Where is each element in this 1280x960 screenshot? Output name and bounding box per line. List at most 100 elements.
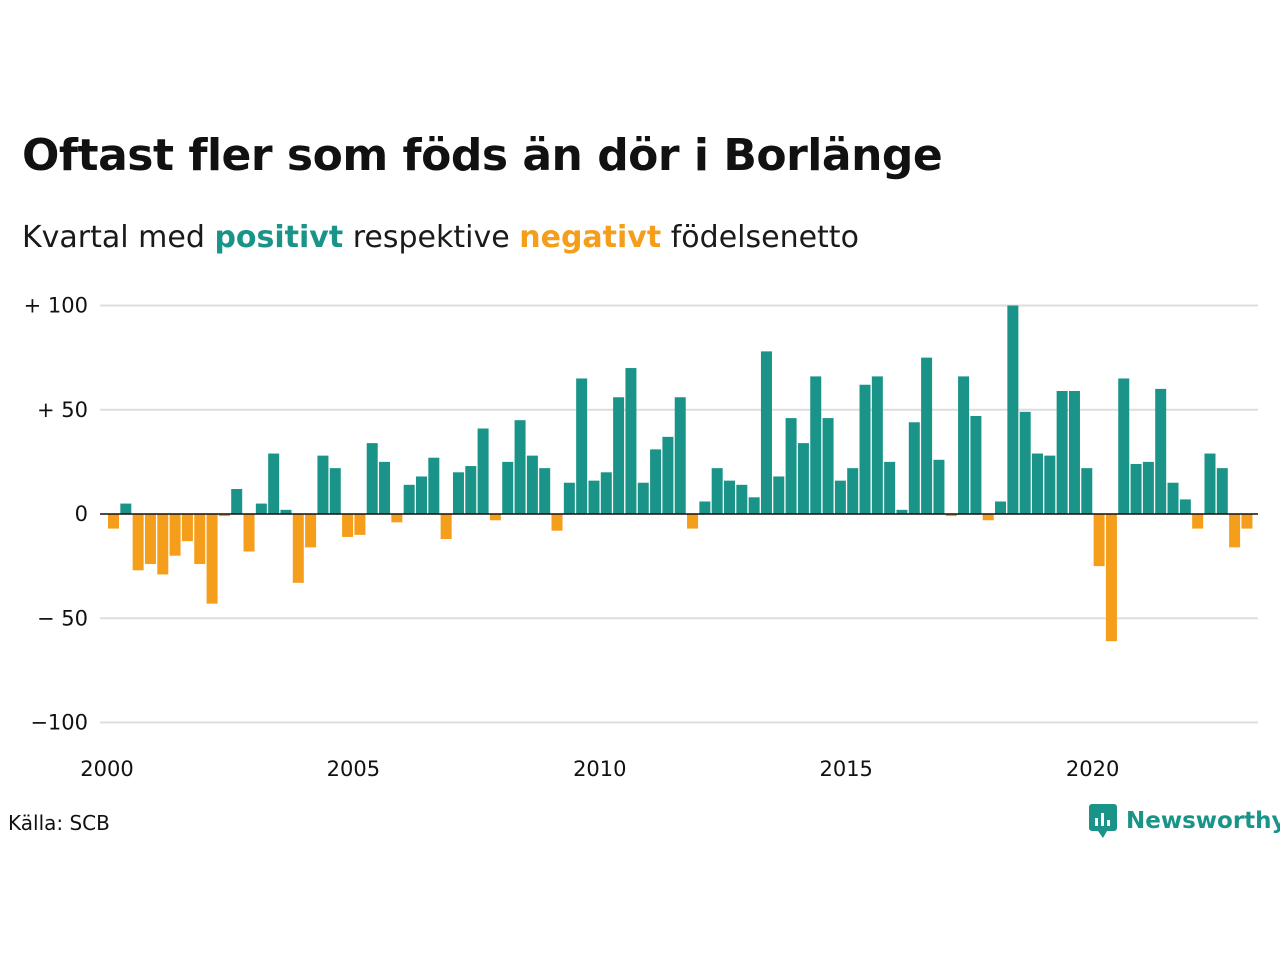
bar: 2006 Q1: 14 bbox=[403, 484, 415, 514]
bar: 2014 Q3: 46 bbox=[822, 418, 834, 514]
bar: 2020 Q2: -61 bbox=[1105, 514, 1117, 642]
bar: 2014 Q1: 34 bbox=[797, 443, 809, 514]
bar: 2021 Q2: 60 bbox=[1155, 388, 1167, 514]
bar: 2001 Q1: -29 bbox=[157, 514, 169, 575]
bar: 2022 Q2: 29 bbox=[1204, 453, 1216, 514]
bar: 2002 Q2: -1 bbox=[218, 514, 230, 517]
bar: 2003 Q4: -33 bbox=[292, 514, 304, 583]
bar: 2008 Q2: 45 bbox=[514, 420, 526, 514]
subtitle-middle: respektive bbox=[352, 220, 510, 255]
bar: 2005 Q1: -10 bbox=[354, 514, 366, 535]
bar: 2006 Q3: 27 bbox=[428, 457, 440, 514]
bar: 2021 Q4: 7 bbox=[1179, 499, 1191, 514]
bar: 2005 Q4: -4 bbox=[391, 514, 403, 523]
bar: 2012 Q2: 22 bbox=[711, 468, 723, 514]
bar: 2020 Q1: -25 bbox=[1093, 514, 1105, 567]
bar: 2008 Q4: 22 bbox=[539, 468, 551, 514]
bar: 2004 Q3: 22 bbox=[329, 468, 341, 514]
y-tick-label: + 50 bbox=[37, 398, 88, 422]
bar: 2019 Q4: 22 bbox=[1081, 468, 1093, 514]
y-tick-label: − 50 bbox=[37, 606, 88, 630]
bar: 2004 Q1: -16 bbox=[305, 514, 317, 548]
bar: 2003 Q1: 5 bbox=[255, 503, 267, 514]
bar: 2009 Q1: -8 bbox=[551, 514, 563, 531]
bar: 2010 Q1: 20 bbox=[600, 472, 612, 514]
bar: 2002 Q1: -43 bbox=[206, 514, 218, 604]
bar: 2017 Q3: 47 bbox=[970, 416, 982, 514]
bar: 2013 Q4: 46 bbox=[785, 418, 797, 514]
chart-title: Oftast fler som föds än dör i Borlänge bbox=[22, 130, 943, 181]
newsworthy-icon bbox=[1089, 804, 1117, 838]
chart-subtitle: Kvartal med positivt respektive negativt… bbox=[22, 220, 859, 255]
bar: 2009 Q2: 15 bbox=[563, 482, 575, 514]
brand-logo: Newsworthy bbox=[1088, 803, 1280, 839]
bar: 2015 Q3: 66 bbox=[871, 376, 883, 514]
bar: 2021 Q3: 15 bbox=[1167, 482, 1179, 514]
bar: 2000 Q1: -7 bbox=[108, 514, 119, 529]
bar: 2015 Q4: 25 bbox=[884, 461, 896, 514]
bar: 2012 Q4: 14 bbox=[736, 484, 748, 514]
bar: 2014 Q4: 16 bbox=[834, 480, 846, 514]
bar: 2005 Q2: 34 bbox=[366, 443, 378, 514]
bar: 2008 Q3: 28 bbox=[526, 455, 538, 514]
bar: 2019 Q3: 59 bbox=[1068, 390, 1080, 514]
source-note: Källa: SCB bbox=[8, 811, 110, 835]
bar: 2010 Q3: 70 bbox=[625, 368, 637, 514]
bar-layer: 2000 Q1: -72000 Q2: 52000 Q3: -272000 Q4… bbox=[108, 305, 1253, 642]
bar: 2003 Q2: 29 bbox=[268, 453, 280, 514]
subtitle-prefix: Kvartal med bbox=[22, 220, 205, 255]
bar: 2016 Q1: 2 bbox=[896, 509, 908, 514]
bar: 2018 Q2: 100 bbox=[1007, 305, 1019, 514]
bar: 2019 Q1: 28 bbox=[1044, 455, 1056, 514]
bar: 2000 Q4: -24 bbox=[144, 514, 156, 565]
bar: 2011 Q2: 37 bbox=[662, 436, 674, 514]
y-tick-label: −100 bbox=[30, 711, 88, 735]
bar: 2008 Q1: 25 bbox=[502, 461, 514, 514]
bar: 2010 Q4: 15 bbox=[637, 482, 649, 514]
bar: 2004 Q4: -11 bbox=[342, 514, 354, 537]
bar: 2000 Q3: -27 bbox=[132, 514, 144, 571]
bar: 2007 Q2: 23 bbox=[465, 466, 477, 514]
bar: 2007 Q3: 41 bbox=[477, 428, 489, 514]
bar: 2005 Q3: 25 bbox=[379, 461, 391, 514]
bar: 2013 Q2: 78 bbox=[760, 351, 772, 514]
bar: 2009 Q4: 16 bbox=[588, 480, 600, 514]
bar: 2012 Q1: 6 bbox=[699, 501, 711, 514]
bar: 2006 Q4: -12 bbox=[440, 514, 452, 540]
bar: 2019 Q2: 59 bbox=[1056, 390, 1068, 514]
bar: 2004 Q2: 28 bbox=[317, 455, 329, 514]
bar: 2013 Q3: 18 bbox=[773, 476, 785, 514]
bar: 2022 Q3: 22 bbox=[1216, 468, 1228, 514]
bar: 2020 Q3: 65 bbox=[1118, 378, 1130, 514]
bar: 2002 Q3: 12 bbox=[231, 488, 243, 514]
bar: 2010 Q2: 56 bbox=[613, 397, 625, 514]
bar: 2015 Q2: 62 bbox=[859, 384, 871, 514]
bar: 2023 Q1: -7 bbox=[1241, 514, 1253, 529]
bar: 2002 Q4: -18 bbox=[243, 514, 255, 552]
bar: 2001 Q2: -20 bbox=[169, 514, 181, 556]
bar: 2016 Q4: 26 bbox=[933, 459, 945, 514]
bar: 2017 Q4: -3 bbox=[982, 514, 994, 521]
bar: 2015 Q1: 22 bbox=[847, 468, 859, 514]
bar: 2022 Q1: -7 bbox=[1192, 514, 1204, 529]
bar: 2000 Q2: 5 bbox=[120, 503, 132, 514]
bar: 2018 Q4: 29 bbox=[1032, 453, 1043, 514]
bar: 2013 Q1: 8 bbox=[748, 497, 760, 514]
bar: 2021 Q1: 25 bbox=[1142, 461, 1154, 514]
x-tick-label: 2005 bbox=[327, 757, 380, 781]
bar: 2006 Q2: 18 bbox=[416, 476, 427, 514]
y-tick-label: 0 bbox=[75, 502, 88, 526]
bar: 2011 Q4: -7 bbox=[687, 514, 699, 529]
bar: 2018 Q3: 49 bbox=[1019, 411, 1031, 514]
bar: 2001 Q3: -13 bbox=[181, 514, 193, 542]
subtitle-suffix: födelsenetto bbox=[670, 220, 859, 255]
bar: 2011 Q3: 56 bbox=[674, 397, 686, 514]
bar: 2012 Q3: 16 bbox=[724, 480, 735, 514]
subtitle-negative: negativt bbox=[519, 220, 662, 255]
bar: 2020 Q4: 24 bbox=[1130, 463, 1142, 514]
subtitle-positive: positivt bbox=[214, 220, 344, 255]
bar: 2018 Q1: 6 bbox=[995, 501, 1007, 514]
y-tick-label: + 100 bbox=[24, 294, 88, 318]
bar: 2017 Q1: -1 bbox=[945, 514, 957, 517]
